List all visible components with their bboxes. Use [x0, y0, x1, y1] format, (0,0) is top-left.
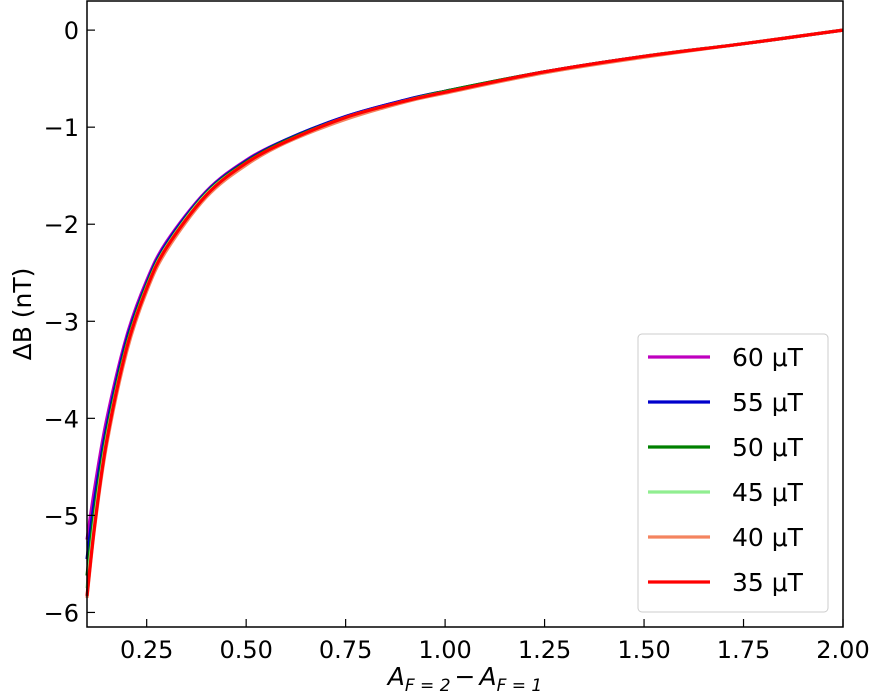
x-label-minus: −: [455, 662, 476, 691]
y-tick-label-2: −2: [44, 211, 79, 239]
series-line-5: [85, 28, 844, 597]
x-axis-label: AF = 2− AF = 1: [386, 662, 542, 695]
x-axis: 0.25 0.50 0.75 1.00 1.25 1.50 1.75 2.00: [120, 619, 870, 664]
y-axis-label: ΔB (nT): [8, 268, 37, 361]
x-tick-label-4: 1.25: [518, 636, 571, 664]
x-tick-label-5: 1.50: [617, 636, 670, 664]
legend-label-2: 50 μT: [732, 433, 804, 462]
series-layer: [85, 28, 844, 599]
x-tick-label-2: 0.75: [319, 636, 372, 664]
x-tick-label-3: 1.00: [418, 636, 471, 664]
y-axis: 0 −1 −2 −3 −4 −5 −6: [44, 17, 95, 627]
y-tick-label-6: −6: [44, 599, 79, 627]
x-tick-label-6: 1.75: [717, 636, 770, 664]
y-tick-label-3: −3: [44, 308, 79, 336]
legend-label-0: 60 μT: [732, 343, 804, 372]
plot-frame: [86, 0, 844, 628]
y-tick-label-1: −1: [44, 114, 79, 142]
legend-label-3: 45 μT: [732, 478, 804, 507]
legend-label-5: 35 μT: [732, 568, 804, 597]
legend-label-4: 40 μT: [732, 523, 804, 552]
x-tick-label-7: 2.00: [816, 636, 869, 664]
y-tick-label-4: −4: [44, 405, 79, 433]
legend: 60 μT 55 μT 50 μT 45 μT 40 μT 35 μT: [637, 333, 829, 613]
x-label-b: A: [477, 662, 496, 691]
x-label-a: A: [386, 662, 405, 691]
x-tick-label-1: 0.50: [219, 636, 272, 664]
y-tick-label-0: 0: [64, 17, 79, 45]
x-label-sub2: F = 1: [497, 676, 543, 695]
legend-items: 60 μT 55 μT 50 μT 45 μT 40 μT 35 μT: [648, 343, 804, 597]
legend-label-1: 55 μT: [732, 388, 804, 417]
x-label-sub1: F = 2: [405, 676, 451, 695]
y-tick-label-5: −5: [44, 502, 79, 530]
x-tick-label-0: 0.25: [120, 636, 173, 664]
